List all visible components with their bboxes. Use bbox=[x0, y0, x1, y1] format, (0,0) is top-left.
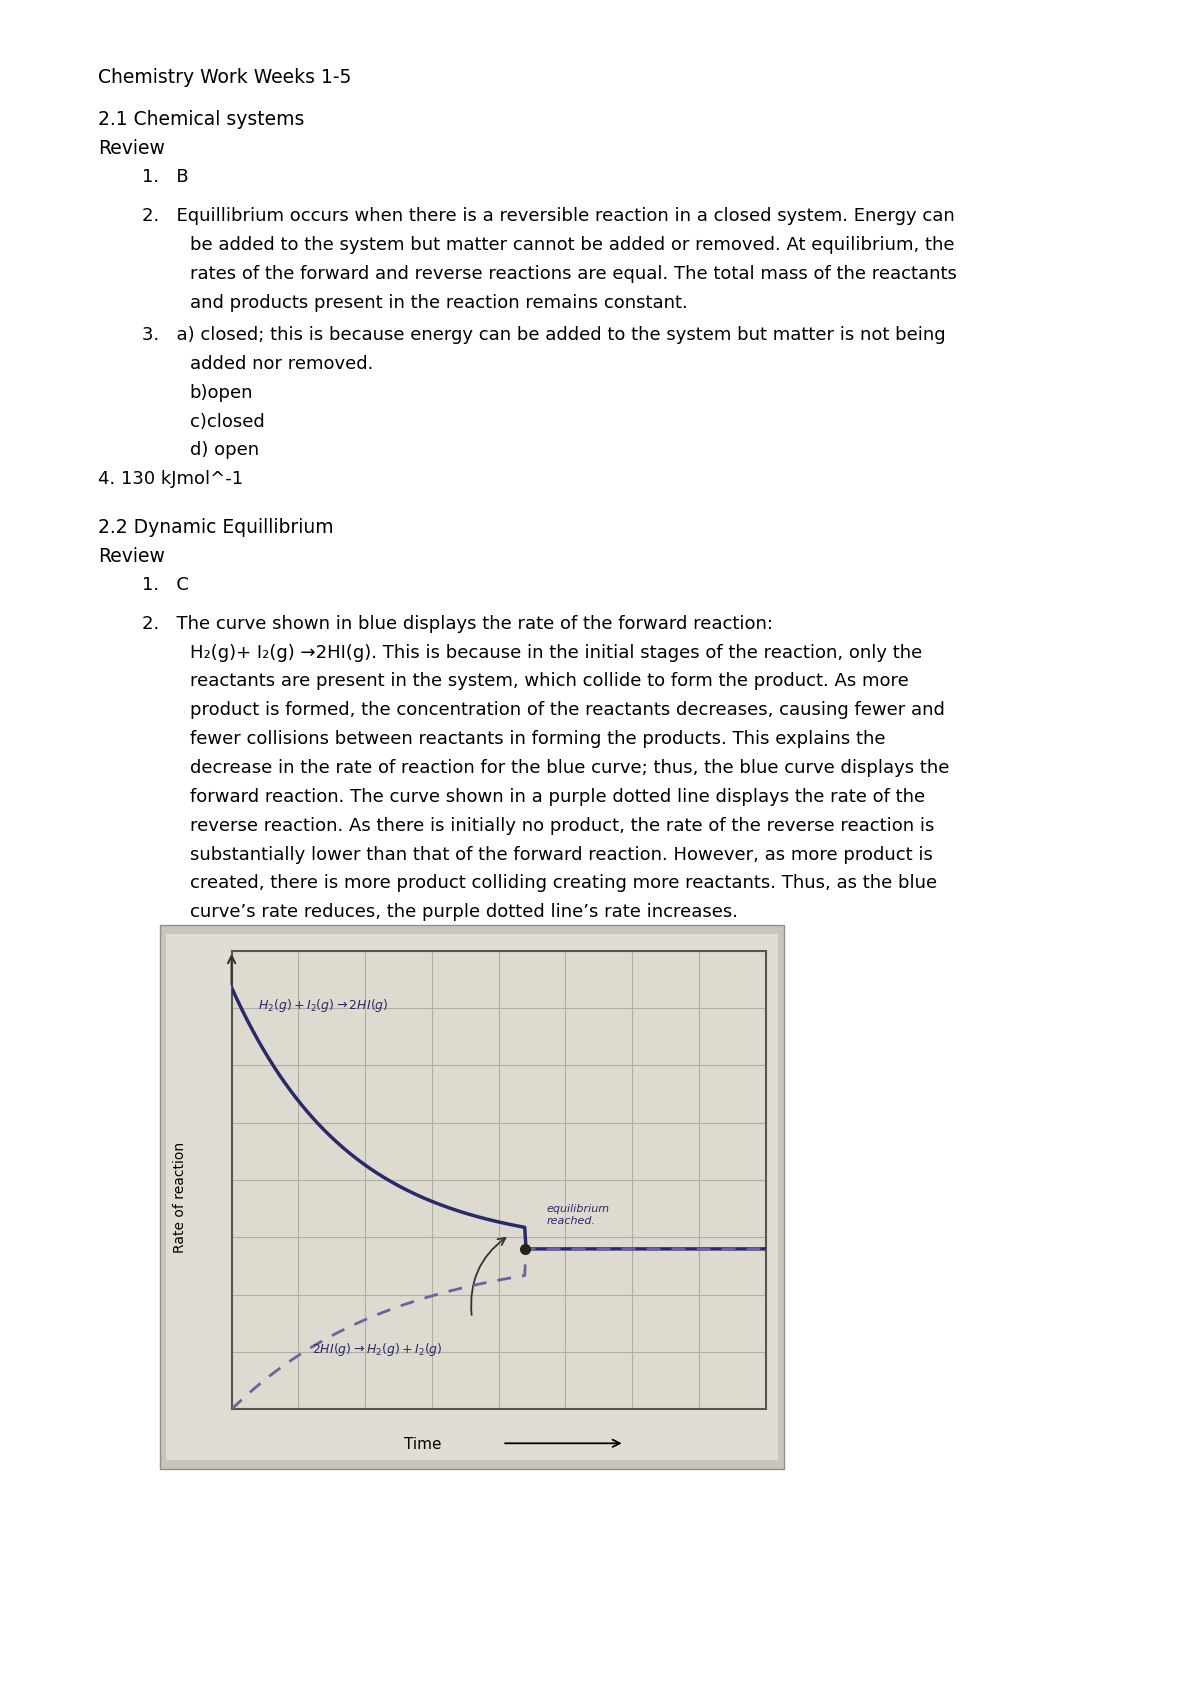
Text: created, there is more product colliding creating more reactants. Thus, as the b: created, there is more product colliding… bbox=[190, 874, 937, 893]
Text: 2.2 Dynamic Equillibrium: 2.2 Dynamic Equillibrium bbox=[98, 518, 334, 537]
Text: fewer collisions between reactants in forming the products. This explains the: fewer collisions between reactants in fo… bbox=[190, 730, 886, 749]
Text: curve’s rate reduces, the purple dotted line’s rate increases.: curve’s rate reduces, the purple dotted … bbox=[190, 903, 738, 922]
Text: reactants are present in the system, which collide to form the product. As more: reactants are present in the system, whi… bbox=[190, 672, 908, 691]
Text: 2.1 Chemical systems: 2.1 Chemical systems bbox=[98, 110, 305, 129]
Text: rates of the forward and reverse reactions are equal. The total mass of the reac: rates of the forward and reverse reactio… bbox=[190, 265, 956, 284]
Text: Chemistry Work Weeks 1-5: Chemistry Work Weeks 1-5 bbox=[98, 68, 352, 87]
Bar bbox=[166, 934, 778, 1460]
Text: product is formed, the concentration of the reactants decreases, causing fewer a: product is formed, the concentration of … bbox=[190, 701, 944, 720]
Text: forward reaction. The curve shown in a purple dotted line displays the rate of t: forward reaction. The curve shown in a p… bbox=[190, 788, 925, 807]
Text: Review: Review bbox=[98, 547, 166, 565]
Text: b)open: b)open bbox=[190, 384, 253, 402]
Text: 2.   The curve shown in blue displays the rate of the forward reaction:: 2. The curve shown in blue displays the … bbox=[142, 615, 773, 633]
Text: c)closed: c)closed bbox=[190, 413, 264, 431]
Text: be added to the system but matter cannot be added or removed. At equilibrium, th: be added to the system but matter cannot… bbox=[190, 236, 954, 255]
Text: d) open: d) open bbox=[190, 441, 259, 460]
Text: decrease in the rate of reaction for the blue curve; thus, the blue curve displa: decrease in the rate of reaction for the… bbox=[190, 759, 949, 778]
Text: 2.   Equillibrium occurs when there is a reversible reaction in a closed system.: 2. Equillibrium occurs when there is a r… bbox=[142, 207, 954, 226]
Text: 3.   a) closed; this is because energy can be added to the system but matter is : 3. a) closed; this is because energy can… bbox=[142, 326, 946, 345]
Text: $2HI(g) \rightarrow H_2(g) + I_2(g)$: $2HI(g) \rightarrow H_2(g) + I_2(g)$ bbox=[312, 1341, 443, 1358]
Text: 4. 130 kJmol^-1: 4. 130 kJmol^-1 bbox=[98, 470, 244, 489]
Text: Time: Time bbox=[404, 1437, 442, 1452]
Text: Rate of reaction: Rate of reaction bbox=[173, 1141, 187, 1253]
Text: equilibrium
reached.: equilibrium reached. bbox=[547, 1204, 610, 1226]
Text: substantially lower than that of the forward reaction. However, as more product : substantially lower than that of the for… bbox=[190, 846, 932, 864]
Text: $H_2(g) + I_2(g) \rightarrow 2HI(g)$: $H_2(g) + I_2(g) \rightarrow 2HI(g)$ bbox=[258, 997, 389, 1014]
Text: reverse reaction. As there is initially no product, the rate of the reverse reac: reverse reaction. As there is initially … bbox=[190, 817, 934, 835]
FancyBboxPatch shape bbox=[160, 925, 784, 1469]
Text: Review: Review bbox=[98, 139, 166, 158]
Text: added nor removed.: added nor removed. bbox=[190, 355, 373, 374]
Text: H₂(g)+ I₂(g) →2HI(g). This is because in the initial stages of the reaction, onl: H₂(g)+ I₂(g) →2HI(g). This is because in… bbox=[190, 644, 922, 662]
Text: 1.   B: 1. B bbox=[142, 168, 188, 187]
Text: and products present in the reaction remains constant.: and products present in the reaction rem… bbox=[190, 294, 688, 312]
Text: 1.   C: 1. C bbox=[142, 576, 188, 594]
